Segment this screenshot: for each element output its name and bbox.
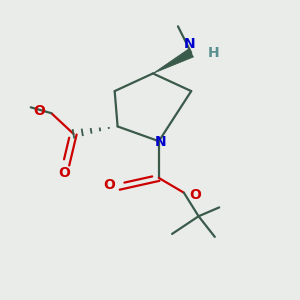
Text: H: H xyxy=(207,46,219,60)
Text: O: O xyxy=(189,188,201,202)
Text: O: O xyxy=(103,178,115,192)
Text: O: O xyxy=(33,104,45,118)
Text: N: N xyxy=(184,38,196,51)
Text: O: O xyxy=(59,166,70,180)
Polygon shape xyxy=(153,49,194,74)
Text: N: N xyxy=(154,135,166,149)
